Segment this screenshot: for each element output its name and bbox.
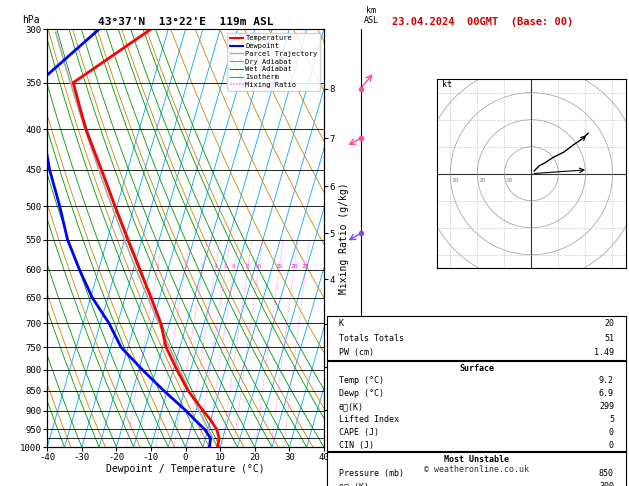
Text: K: K — [339, 319, 344, 329]
Text: CIN (J): CIN (J) — [339, 441, 374, 450]
Text: 23.04.2024  00GMT  (Base: 00): 23.04.2024 00GMT (Base: 00) — [392, 17, 573, 27]
Text: Lifted Index: Lifted Index — [339, 415, 399, 424]
Text: 299: 299 — [599, 402, 614, 411]
Text: 4: 4 — [213, 263, 217, 269]
X-axis label: Dewpoint / Temperature (°C): Dewpoint / Temperature (°C) — [106, 465, 265, 474]
Text: CAPE (J): CAPE (J) — [339, 428, 379, 437]
Text: km
ASL: km ASL — [364, 5, 379, 25]
Text: © weatheronline.co.uk: © weatheronline.co.uk — [424, 465, 529, 474]
Y-axis label: Mixing Ratio (g/kg): Mixing Ratio (g/kg) — [339, 182, 349, 294]
Legend: Temperature, Dewpoint, Parcel Trajectory, Dry Adiabat, Wet Adiabat, Isotherm, Mi: Temperature, Dewpoint, Parcel Trajectory… — [227, 33, 320, 90]
Text: Most Unstable: Most Unstable — [444, 455, 509, 464]
Text: LCL: LCL — [330, 434, 343, 443]
Text: 0: 0 — [609, 441, 614, 450]
Text: 8: 8 — [246, 263, 250, 269]
Text: 1.49: 1.49 — [594, 348, 614, 358]
Text: 0: 0 — [609, 428, 614, 437]
Text: 20: 20 — [290, 263, 298, 269]
Text: kt: kt — [442, 80, 452, 89]
Text: 15: 15 — [275, 263, 282, 269]
Text: 10: 10 — [255, 263, 262, 269]
Text: 20: 20 — [479, 178, 486, 183]
Text: Pressure (mb): Pressure (mb) — [339, 469, 404, 478]
Text: 2: 2 — [183, 263, 187, 269]
Text: 10: 10 — [506, 178, 513, 183]
Text: Dewp (°C): Dewp (°C) — [339, 389, 384, 398]
Text: 25: 25 — [302, 263, 309, 269]
Text: 3: 3 — [201, 263, 204, 269]
Text: 51: 51 — [604, 334, 614, 343]
Text: 20: 20 — [604, 319, 614, 329]
Text: θᴁ (K): θᴁ (K) — [339, 482, 369, 486]
Text: θᴁ(K): θᴁ(K) — [339, 402, 364, 411]
Text: 300: 300 — [599, 482, 614, 486]
Text: 6.9: 6.9 — [599, 389, 614, 398]
Text: 6: 6 — [232, 263, 236, 269]
Text: Surface: Surface — [459, 364, 494, 373]
Text: 1: 1 — [155, 263, 159, 269]
Text: hPa: hPa — [22, 15, 40, 25]
Text: 43°37'N  13°22'E  119m ASL: 43°37'N 13°22'E 119m ASL — [97, 17, 274, 27]
Text: 850: 850 — [599, 469, 614, 478]
Text: 30: 30 — [452, 178, 459, 183]
Text: 5: 5 — [609, 415, 614, 424]
Text: Totals Totals: Totals Totals — [339, 334, 404, 343]
Text: 9.2: 9.2 — [599, 377, 614, 385]
Text: 5: 5 — [223, 263, 227, 269]
Text: PW (cm): PW (cm) — [339, 348, 374, 358]
Text: Temp (°C): Temp (°C) — [339, 377, 384, 385]
